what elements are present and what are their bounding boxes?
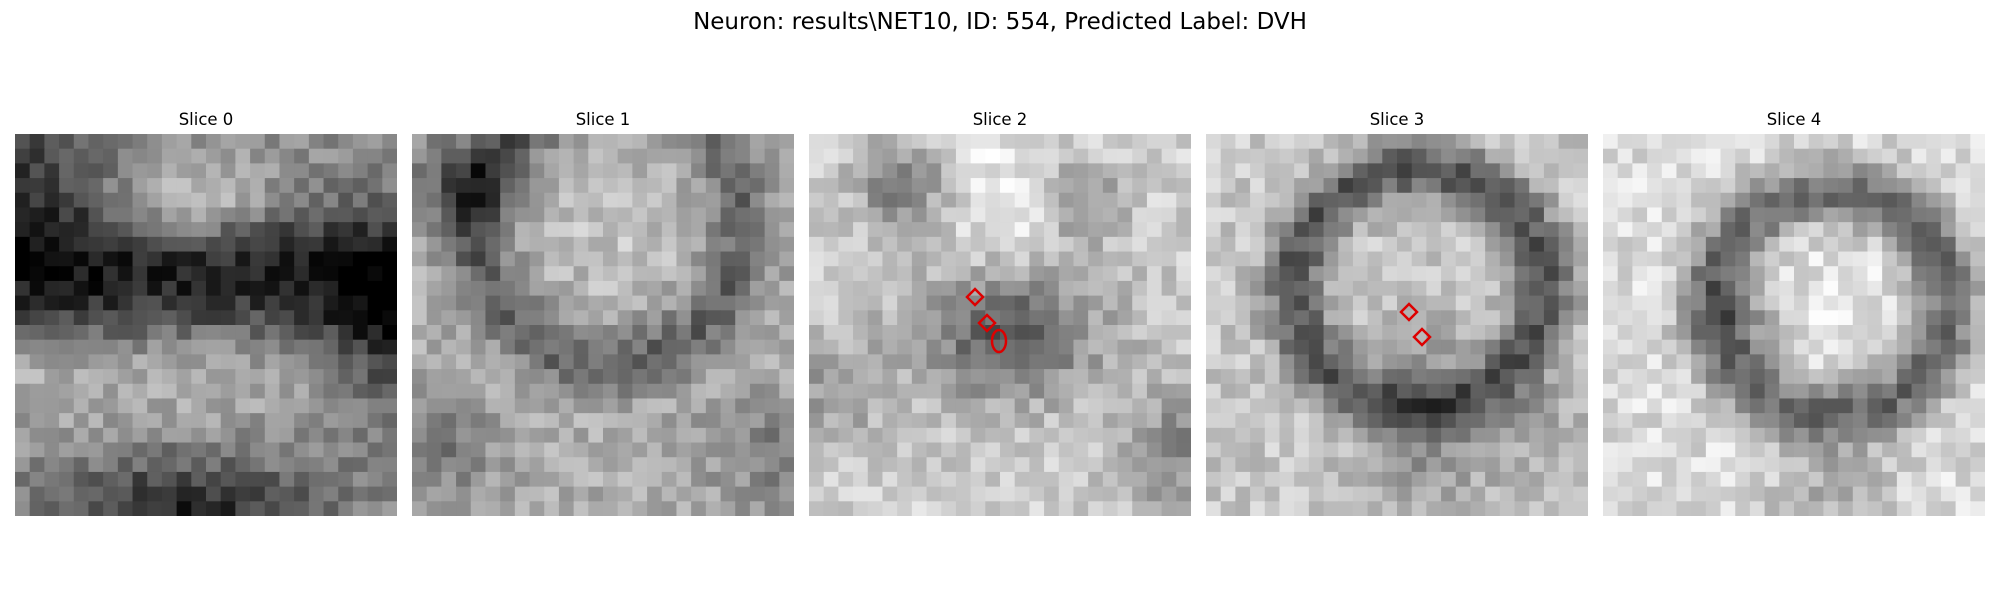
slice-title: Slice 4 [1603,108,1985,132]
figure-title: Neuron: results\NET10, ID: 554, Predicte… [0,6,2000,38]
slice-image [809,134,1191,516]
slice-panel-3: Slice 3 [1206,108,1588,132]
slice-image [1603,134,1985,516]
slice-image [412,134,794,516]
slice-title: Slice 3 [1206,108,1588,132]
slice-panel-4: Slice 4 [1603,108,1985,132]
slice-panel-1: Slice 1 [412,108,794,132]
slice-title: Slice 2 [809,108,1191,132]
slice-title: Slice 1 [412,108,794,132]
slice-image [1206,134,1588,516]
slice-title: Slice 0 [15,108,397,132]
slice-panel-0: Slice 0 [15,108,397,132]
slice-image [15,134,397,516]
slice-panel-2: Slice 2 [809,108,1191,132]
